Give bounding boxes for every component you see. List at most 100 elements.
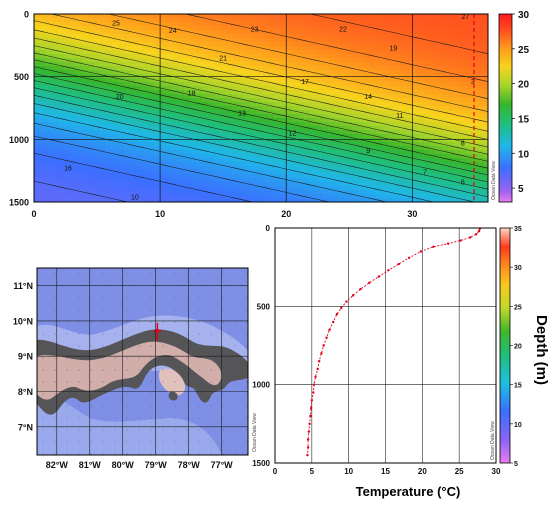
heatmap-cell xyxy=(106,126,113,131)
heatmap-cell xyxy=(376,62,383,67)
heatmap-cell xyxy=(400,18,407,23)
heatmap-cell xyxy=(442,38,449,43)
heatmap-cell xyxy=(142,138,149,143)
heatmap-cell xyxy=(52,146,59,151)
heatmap-cell xyxy=(298,166,305,171)
heatmap-cell xyxy=(406,174,413,179)
heatmap-cell xyxy=(388,198,395,202)
heatmap-cell xyxy=(286,190,293,195)
heatmap-cell xyxy=(322,90,329,95)
heatmap-cell xyxy=(58,134,65,139)
heatmap-cell xyxy=(190,138,197,143)
heatmap-cell xyxy=(160,118,167,123)
heatmap-cell xyxy=(412,58,419,63)
heatmap-cell xyxy=(304,186,311,191)
heatmap-cell xyxy=(94,114,101,119)
map-grid-dot xyxy=(186,345,188,347)
heatmap-cell xyxy=(466,114,473,119)
heatmap-cell xyxy=(346,186,353,191)
heatmap-cell xyxy=(328,134,335,139)
heatmap-cell xyxy=(340,66,347,71)
heatmap-cell xyxy=(190,70,197,75)
heatmap-cell xyxy=(454,106,461,111)
heatmap-cell xyxy=(304,22,311,27)
map-grid-dot xyxy=(78,345,80,347)
map-grid-dot xyxy=(54,405,56,407)
heatmap-cell xyxy=(316,46,323,51)
heatmap-cell xyxy=(76,178,83,183)
heatmap-cell xyxy=(202,138,209,143)
heatmap-cell xyxy=(214,50,221,55)
map-grid-dot xyxy=(150,369,152,371)
heatmap-cell xyxy=(160,166,167,171)
heatmap-cell xyxy=(64,130,71,135)
map-grid-dot xyxy=(90,393,92,395)
heatmap-cell xyxy=(334,110,341,115)
heatmap-cell xyxy=(244,62,251,67)
heatmap-cell xyxy=(70,174,77,179)
heatmap-cell xyxy=(196,174,203,179)
heatmap-cell xyxy=(400,198,407,202)
heatmap-cell xyxy=(322,58,329,63)
heatmap-cell xyxy=(34,178,41,183)
heatmap-cell xyxy=(40,194,47,199)
heatmap-cell xyxy=(40,98,47,103)
heatmap-cell xyxy=(418,86,425,91)
heatmap-cell xyxy=(484,46,488,51)
heatmap-cell xyxy=(448,34,455,39)
heatmap-cell xyxy=(154,38,161,43)
heatmap-cell xyxy=(412,34,419,39)
heatmap-cell xyxy=(220,66,227,71)
heatmap-cell xyxy=(406,22,413,27)
heatmap-cell xyxy=(400,178,407,183)
heatmap-cell xyxy=(208,14,215,19)
heatmap-cell xyxy=(298,158,305,163)
station-marker xyxy=(153,322,162,341)
map-grid-dot xyxy=(78,369,80,371)
map-grid-dot xyxy=(174,297,176,299)
heatmap-cell xyxy=(460,94,467,99)
heatmap-cell xyxy=(244,78,251,83)
heatmap-cell xyxy=(172,166,179,171)
heatmap-cell xyxy=(448,198,455,202)
heatmap-cell xyxy=(244,50,251,55)
heatmap-cell xyxy=(274,130,281,135)
heatmap-cell xyxy=(280,70,287,75)
heatmap-cell xyxy=(232,78,239,83)
heatmap-cell xyxy=(322,46,329,51)
heatmap-cell xyxy=(454,198,461,202)
heatmap-cell xyxy=(454,118,461,123)
map-grid-dot xyxy=(90,321,92,323)
heatmap-cell xyxy=(484,66,488,71)
heatmap-cell xyxy=(460,134,467,139)
heatmap-cell xyxy=(232,18,239,23)
heatmap-cell xyxy=(172,46,179,51)
heatmap-cell xyxy=(178,74,185,79)
heatmap-cell xyxy=(292,114,299,119)
heatmap-cell xyxy=(268,22,275,27)
heatmap-cell xyxy=(208,30,215,35)
heatmap-cell xyxy=(250,14,257,19)
heatmap-cell xyxy=(178,114,185,119)
heatmap-cell xyxy=(418,118,425,123)
map-longitude-label: 78°W xyxy=(178,460,201,470)
heatmap-cell xyxy=(124,74,131,79)
heatmap-cell xyxy=(328,154,335,159)
heatmap-cell xyxy=(478,98,485,103)
heatmap-cell xyxy=(130,154,137,159)
heatmap-cell xyxy=(376,34,383,39)
map-grid-dot xyxy=(54,417,56,419)
heatmap-cell xyxy=(448,174,455,179)
heatmap-cell xyxy=(214,38,221,43)
heatmap-cell xyxy=(352,134,359,139)
heatmap-cell xyxy=(148,86,155,91)
heatmap-cell xyxy=(196,150,203,155)
heatmap-cell xyxy=(322,182,329,187)
heatmap-cell xyxy=(484,58,488,63)
heatmap-cell xyxy=(442,82,449,87)
heatmap-cell xyxy=(310,30,317,35)
heatmap-cell xyxy=(136,166,143,171)
heatmap-cell xyxy=(178,30,185,35)
heatmap-cell xyxy=(400,42,407,47)
